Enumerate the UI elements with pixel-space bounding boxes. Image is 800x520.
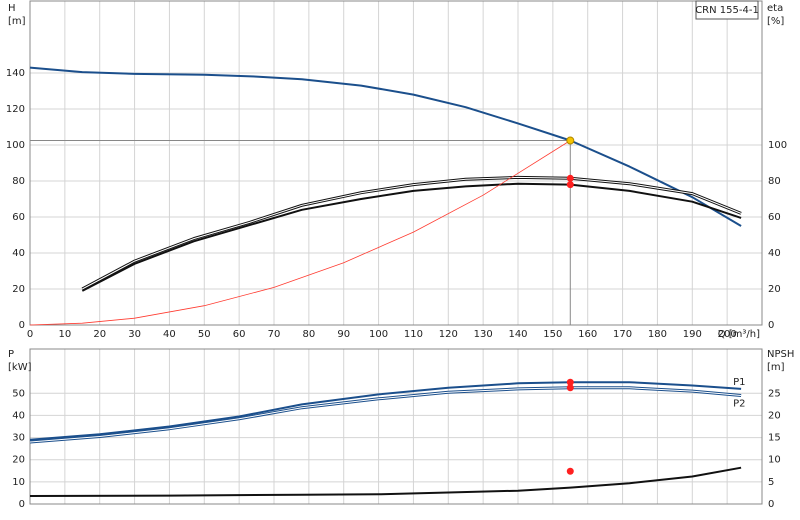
- y-tick-label: 20: [12, 455, 25, 466]
- x-tick-label: 100: [369, 329, 388, 340]
- x-tick-label: 140: [508, 329, 527, 340]
- model-label: CRN 155-4-1: [695, 5, 759, 16]
- y2-tick-label: 5: [768, 477, 774, 488]
- y2-tick-label: 40: [768, 248, 781, 259]
- y2-tick-label: 0: [768, 320, 774, 331]
- plot-frame: [29, 348, 763, 505]
- y2-tick-label: 20: [768, 410, 781, 421]
- y2-tick-label: 80: [768, 176, 781, 187]
- operating-point: [566, 174, 574, 182]
- y-tick-label: 20: [12, 284, 25, 295]
- x-tick-label: 90: [337, 329, 350, 340]
- curve: [29, 140, 571, 326]
- x-tick-label: 30: [128, 329, 141, 340]
- y-tick-label: 30: [12, 433, 25, 444]
- x-tick-label: 60: [233, 329, 246, 340]
- x-tick-label: 10: [58, 329, 71, 340]
- x-tick-label: 190: [683, 329, 702, 340]
- operating-point: [566, 467, 574, 475]
- y-tick-label: 120: [6, 104, 25, 115]
- curve-inner: [29, 387, 742, 443]
- plot-frame: [29, 0, 763, 326]
- x-tick-label: 150: [543, 329, 562, 340]
- x-tick-label: 170: [613, 329, 632, 340]
- model-box: [695, 0, 759, 20]
- series-label: P2: [733, 399, 745, 410]
- y2-tick-label: 25: [768, 388, 781, 399]
- x-tick-label: 50: [198, 329, 211, 340]
- y-axis-label: H: [8, 3, 16, 14]
- y-tick-label: 40: [12, 248, 25, 259]
- curve: [81, 182, 742, 292]
- x-tick-label: 20: [93, 329, 106, 340]
- y-tick-label: 40: [12, 410, 25, 421]
- y2-axis-label: eta: [767, 3, 783, 14]
- operating-point: [566, 136, 575, 145]
- y-axis-label: [m]: [8, 16, 26, 27]
- operating-point: [566, 378, 574, 386]
- series-label: P1: [733, 377, 745, 388]
- y-tick-label: 50: [12, 388, 25, 399]
- x-tick-label: 200: [718, 329, 737, 340]
- x-tick-label: 180: [648, 329, 667, 340]
- x-tick-label: 120: [439, 329, 458, 340]
- y-tick-label: 80: [12, 176, 25, 187]
- y2-tick-label: 100: [768, 140, 787, 151]
- y2-axis-label: [%]: [767, 16, 784, 27]
- y2-tick-label: 20: [768, 284, 781, 295]
- y-tick-label: 10: [12, 477, 25, 488]
- y2-tick-label: 15: [768, 433, 781, 444]
- y-axis-label: P: [8, 349, 14, 360]
- y2-axis-label: NPSH: [767, 349, 794, 360]
- y-tick-label: 0: [19, 499, 25, 510]
- x-tick-label: 70: [268, 329, 281, 340]
- y-tick-label: 100: [6, 140, 25, 151]
- curve-inner: [82, 176, 742, 290]
- x-axis-label: Q [m³/h]: [718, 329, 760, 340]
- curve: [29, 466, 742, 497]
- y-tick-label: 0: [19, 320, 25, 331]
- curve: [29, 386, 742, 444]
- y-axis-label: [kW]: [8, 362, 32, 373]
- x-tick-label: 130: [474, 329, 493, 340]
- x-tick-label: 110: [404, 329, 423, 340]
- x-tick-label: 40: [163, 329, 176, 340]
- curve: [29, 66, 742, 227]
- y-tick-label: 140: [6, 68, 25, 79]
- y2-tick-label: 10: [768, 455, 781, 466]
- x-tick-label: 0: [27, 329, 33, 340]
- curve: [29, 381, 742, 441]
- operating-point: [566, 384, 574, 392]
- y2-tick-label: 0: [768, 499, 774, 510]
- y2-axis-label: [m]: [767, 362, 785, 373]
- y-tick-label: 60: [12, 212, 25, 223]
- x-tick-label: 160: [578, 329, 597, 340]
- y2-tick-label: 60: [768, 212, 781, 223]
- x-tick-label: 80: [302, 329, 315, 340]
- operating-point: [566, 181, 574, 189]
